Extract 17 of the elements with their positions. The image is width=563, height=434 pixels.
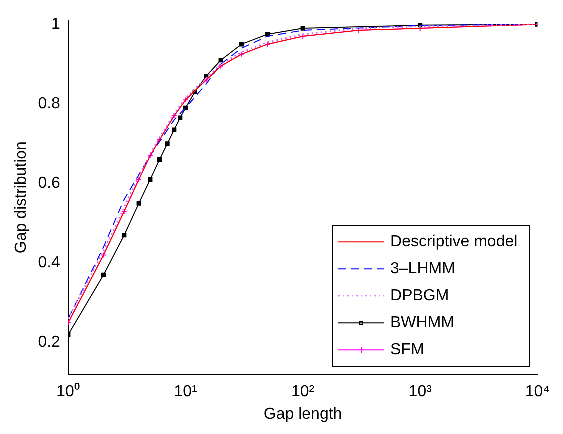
legend-label: 3–LHMM xyxy=(390,260,456,278)
x-axis-title: Gap length xyxy=(264,406,342,423)
y-tick-label: 0.2 xyxy=(38,334,61,352)
x-tick-label: 10² xyxy=(291,384,316,401)
y-tick-label: 0.4 xyxy=(38,254,61,272)
x-tick-label: 10¹ xyxy=(174,384,198,401)
y-tick-label: 1 xyxy=(52,16,61,33)
x-tick-label: 10³ xyxy=(408,384,433,401)
legend-label: Descriptive model xyxy=(390,234,518,251)
legend-label: BWHMM xyxy=(390,314,454,332)
x-tick-label: 10⁴ xyxy=(525,384,550,401)
x-tick-label: 10⁰ xyxy=(56,382,80,401)
legend-label: SFM xyxy=(390,342,424,359)
legend-label: DPBGM xyxy=(390,288,450,305)
y-tick-label: 0.6 xyxy=(38,175,61,192)
y-tick-label: 0.8 xyxy=(38,96,61,113)
y-axis-title: Gap distribution xyxy=(13,142,30,254)
